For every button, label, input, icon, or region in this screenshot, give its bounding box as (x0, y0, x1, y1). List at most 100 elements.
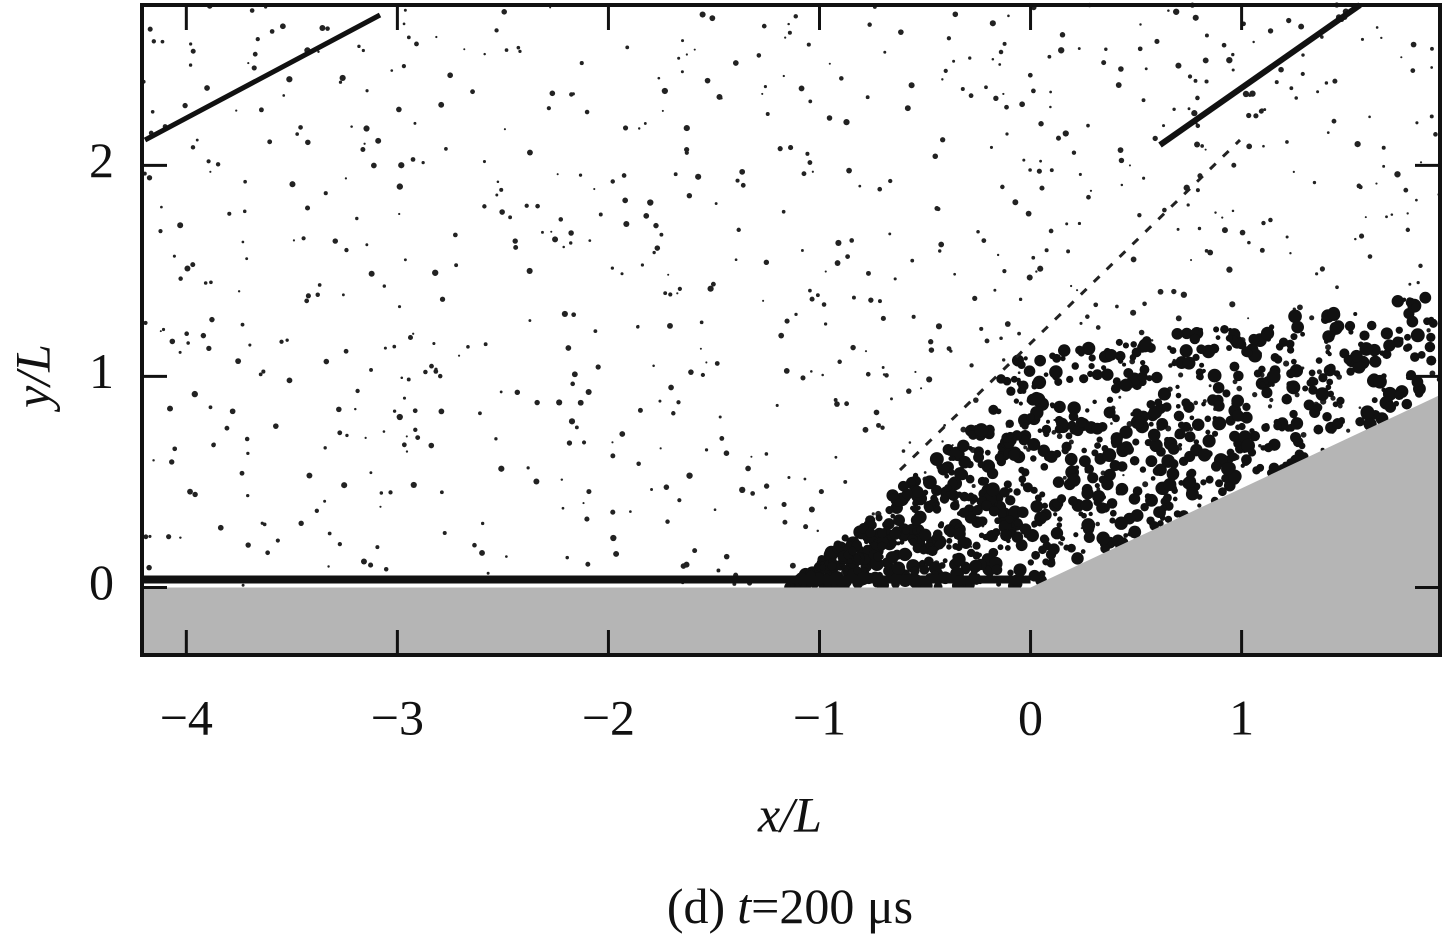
particle (1226, 266, 1233, 273)
particle (821, 373, 824, 377)
turbulence (1115, 488, 1123, 496)
particle (788, 145, 794, 151)
particle (1354, 237, 1357, 241)
particle (483, 52, 486, 56)
turbulence (911, 485, 924, 498)
particle (375, 545, 380, 550)
particle (368, 562, 374, 568)
turbulence (1221, 462, 1234, 476)
turbulence (1081, 512, 1087, 519)
turbulence (1146, 399, 1156, 409)
turbulence (1218, 487, 1227, 497)
turbulence (1154, 398, 1163, 407)
particle (880, 425, 885, 430)
turbulence (1052, 476, 1065, 488)
particle (244, 436, 250, 442)
turbulence (1034, 354, 1046, 367)
turbulence (1034, 515, 1041, 522)
particle (778, 332, 785, 339)
particle (1049, 105, 1052, 109)
particle (798, 85, 805, 92)
particle (979, 326, 984, 331)
particle (750, 491, 755, 496)
turbulence (1391, 295, 1404, 308)
particle (826, 115, 833, 121)
particle (1193, 400, 1199, 406)
particle (1101, 60, 1107, 66)
particle (206, 345, 212, 352)
turbulence (1383, 339, 1396, 352)
particle (317, 50, 320, 53)
turbulence (1359, 342, 1374, 356)
particle (261, 369, 266, 374)
particle (1026, 274, 1033, 281)
particle (237, 290, 241, 293)
turbulence (1188, 357, 1194, 363)
particle (182, 102, 188, 109)
particle (736, 227, 741, 233)
particle (1191, 110, 1198, 117)
particle (1004, 104, 1009, 110)
particle (677, 498, 682, 503)
particle (1039, 159, 1042, 163)
turbulence (1101, 495, 1107, 500)
turbulence (1278, 337, 1289, 347)
particle (908, 82, 915, 89)
particle (862, 426, 869, 433)
particle (1115, 304, 1119, 309)
particle (270, 29, 274, 33)
turbulence (1175, 392, 1182, 399)
turbulence (838, 541, 845, 548)
turbulence (827, 561, 837, 571)
particle (1137, 46, 1143, 52)
turbulence (1398, 337, 1404, 342)
turbulence (950, 500, 960, 511)
turbulence (1222, 454, 1228, 460)
particle (152, 459, 155, 462)
turbulence (919, 546, 928, 555)
x-tick-label: 0 (1018, 689, 1043, 745)
turbulence (1201, 401, 1206, 407)
turbulence (1096, 531, 1111, 546)
particle (246, 451, 250, 456)
particle (811, 170, 814, 173)
turbulence (1071, 362, 1079, 370)
particle (494, 437, 498, 441)
turbulence (1117, 358, 1124, 364)
turbulence (1410, 328, 1425, 343)
particle (1035, 270, 1038, 273)
turbulence (1040, 463, 1049, 471)
particle (561, 310, 568, 317)
turbulence (1023, 356, 1028, 361)
particle (806, 42, 811, 47)
turbulence (1054, 377, 1063, 386)
particle (593, 187, 596, 191)
particle (1382, 164, 1386, 168)
turbulence (1266, 369, 1281, 384)
particle (1316, 90, 1320, 94)
particle (837, 359, 842, 365)
particle (172, 446, 178, 452)
turbulence (1138, 338, 1153, 353)
turbulence (1167, 443, 1180, 455)
particle (625, 45, 630, 50)
particle (192, 491, 198, 498)
turbulence (1018, 355, 1024, 362)
turbulence (1291, 320, 1304, 334)
particle (976, 229, 980, 234)
particle (565, 345, 572, 351)
particle (146, 175, 153, 181)
turbulence (991, 564, 1003, 576)
turbulence (927, 545, 938, 557)
particle (1258, 108, 1264, 114)
turbulence (1424, 341, 1436, 353)
turbulence (1381, 349, 1392, 360)
particle (1208, 384, 1212, 388)
turbulence (1082, 523, 1095, 535)
particle (227, 211, 232, 216)
particle (405, 450, 409, 453)
turbulence (1290, 333, 1298, 341)
turbulence (916, 505, 921, 511)
particle (1226, 56, 1233, 64)
turbulence (854, 532, 860, 538)
